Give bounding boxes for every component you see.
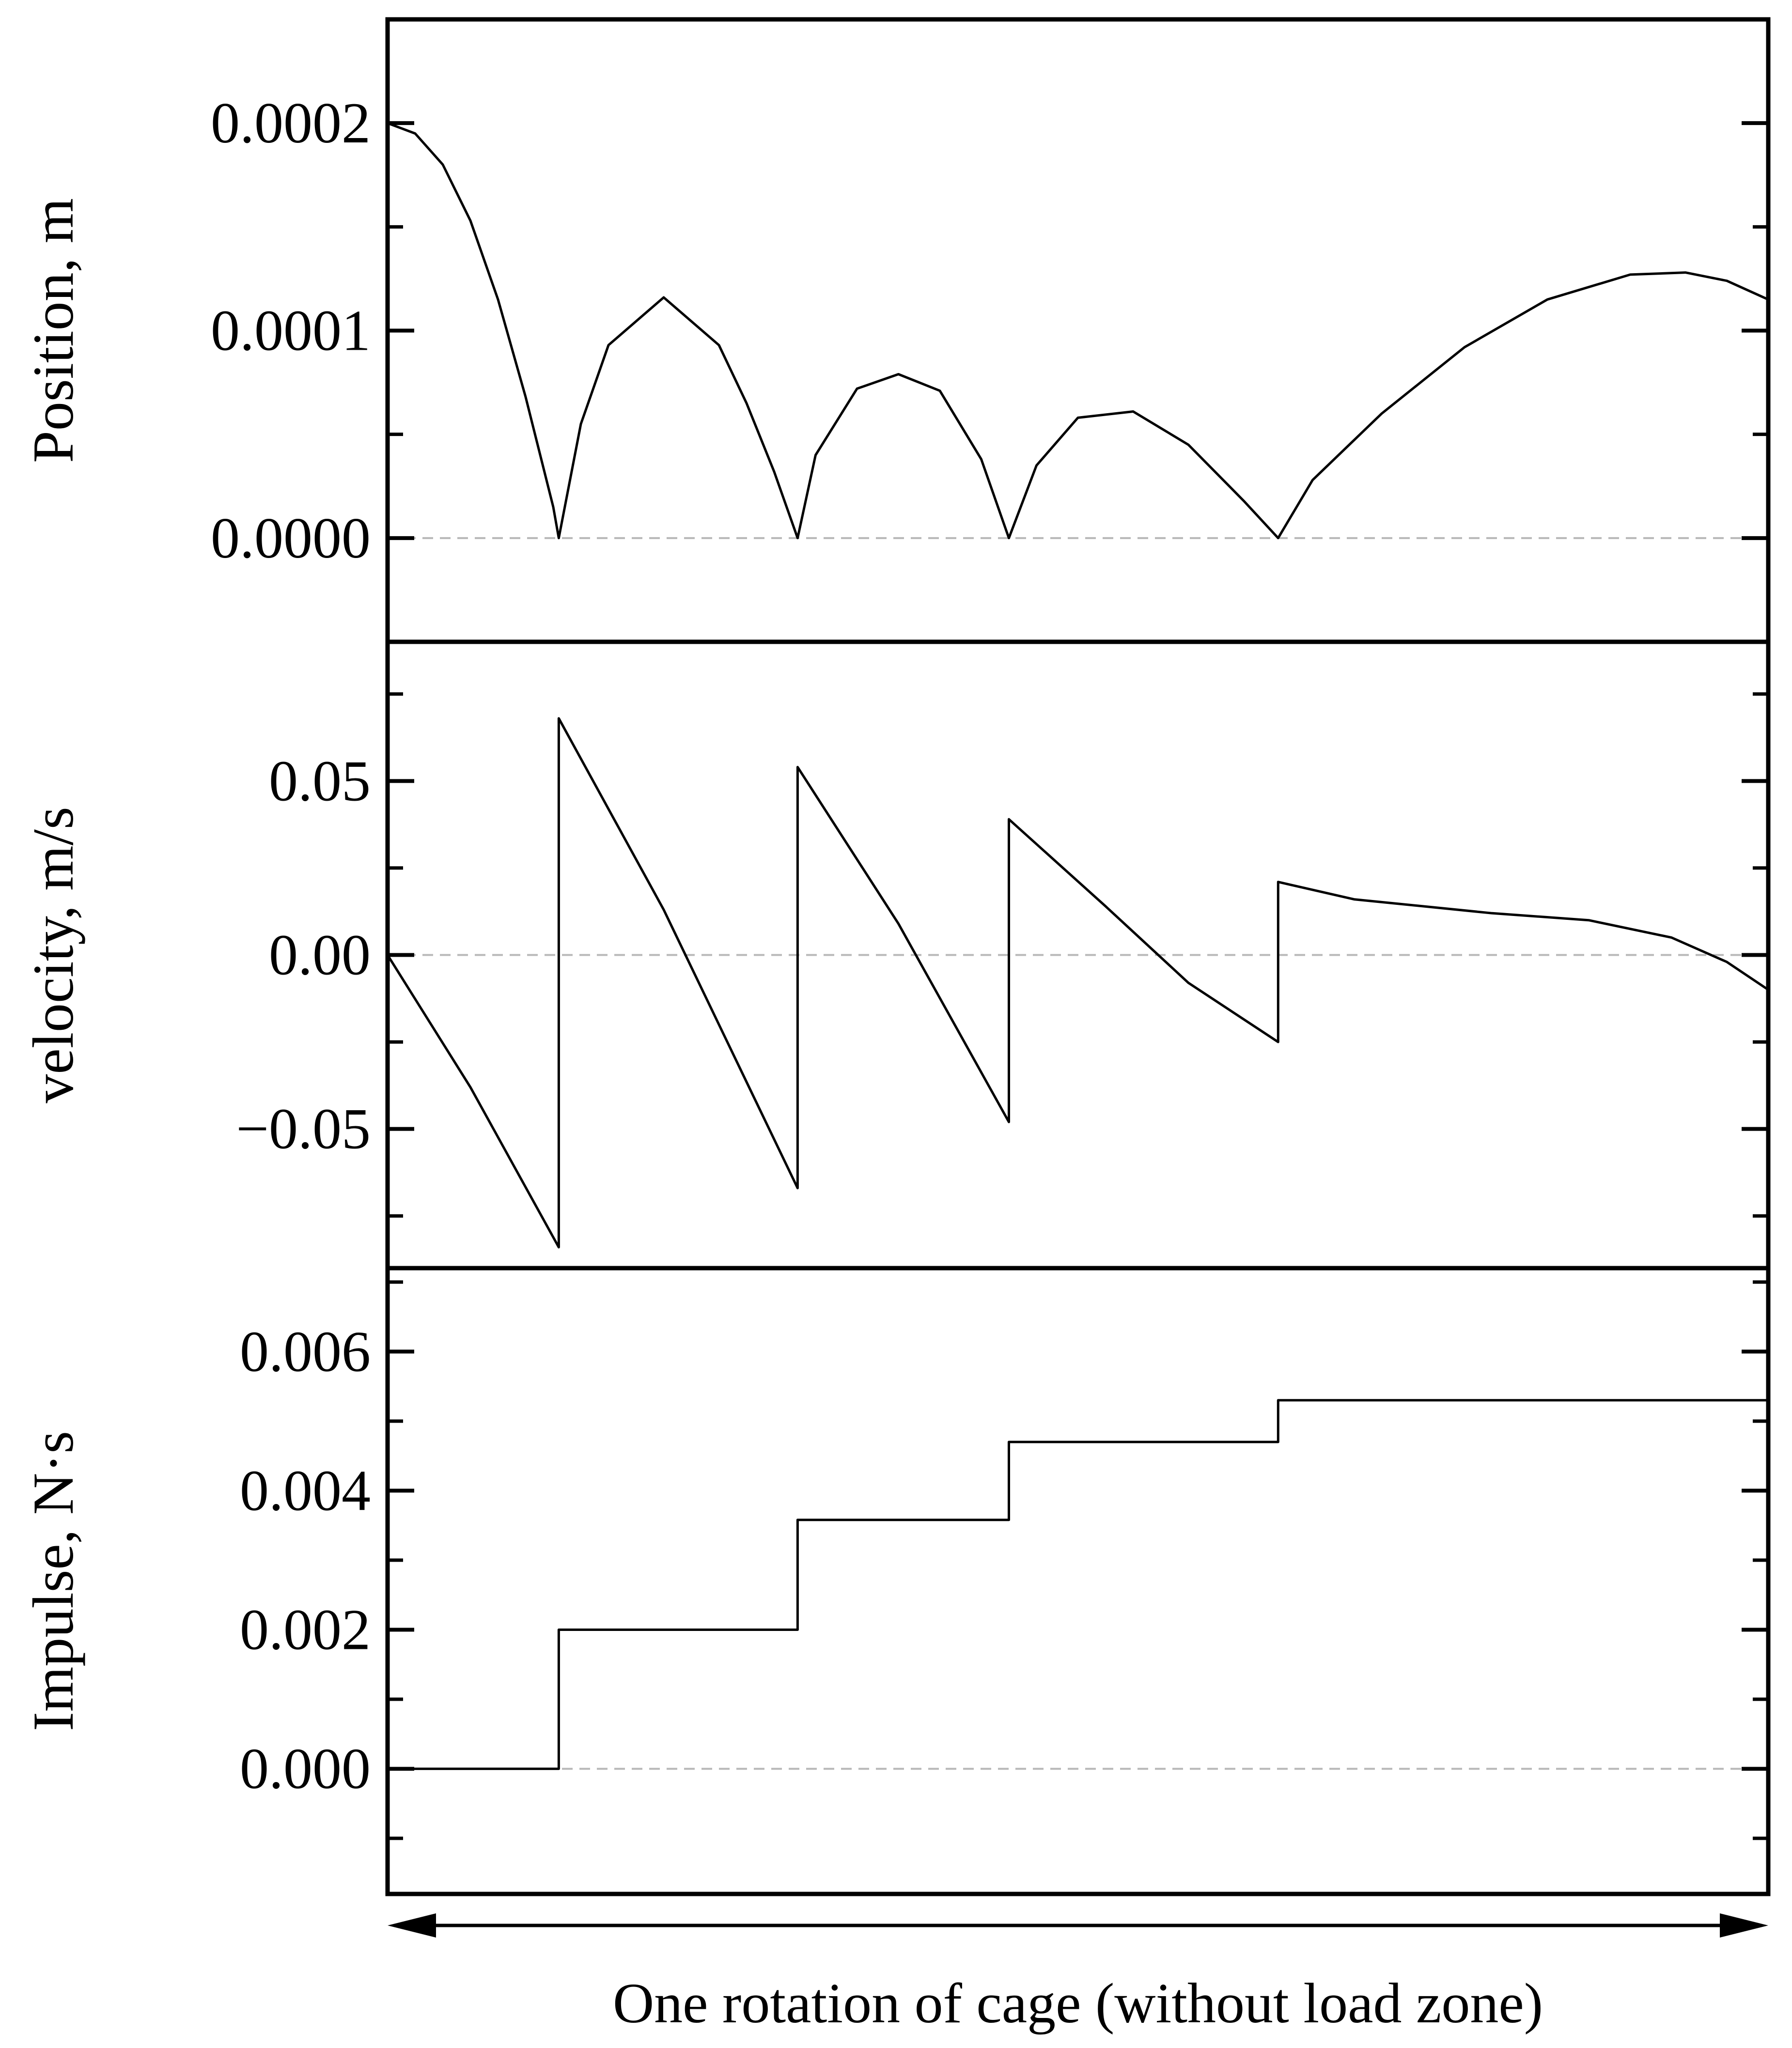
position-series-line [387, 122, 1769, 540]
left-arrowhead-icon [388, 1913, 436, 1938]
impulse-y-tick-label: 0.006 [240, 1319, 371, 1383]
velocity-y-tick-label: 0.05 [269, 748, 371, 813]
impulse-y-tick-label: 0.002 [240, 1597, 371, 1661]
velocity-y-axis-label: velocity, m/s [21, 807, 85, 1103]
position-y-tick-label: 0.0002 [211, 91, 371, 155]
position-y-axis-label: Position, m [21, 198, 85, 463]
impulse-series-line [388, 1399, 1768, 1770]
velocity-y-tick-label: −0.05 [236, 1097, 371, 1161]
velocity-series-line [386, 717, 1769, 1249]
impulse-panel: 0.000 0.002 0.004 0.006 Impulse, N·s [21, 1266, 1771, 1896]
impulse-y-axis-label: Impulse, N·s [21, 1431, 85, 1731]
position-y-tick-label: 0.0000 [211, 506, 371, 570]
position-panel: 0.0000 0.0001 0.0002 Position, m [21, 17, 1771, 644]
position-y-tick-label: 0.0001 [211, 298, 371, 363]
velocity-panel: −0.05 0.00 0.05 velocity, m/s [21, 639, 1771, 1271]
x-axis-label: One rotation of cage (without load zone) [613, 1971, 1543, 2035]
impulse-y-tick-label: 0.000 [240, 1737, 371, 1801]
x-axis-arrow [388, 1913, 1768, 1938]
chart-panels: 0.0000 0.0001 0.0002 Position, m −0.05 0.00 0.… [21, 17, 1771, 1896]
velocity-y-tick-label: 0.00 [269, 923, 371, 987]
impulse-y-tick-label: 0.004 [240, 1458, 371, 1522]
right-arrowhead-icon [1720, 1913, 1768, 1938]
impulse-plot-frame [385, 1266, 1771, 1896]
